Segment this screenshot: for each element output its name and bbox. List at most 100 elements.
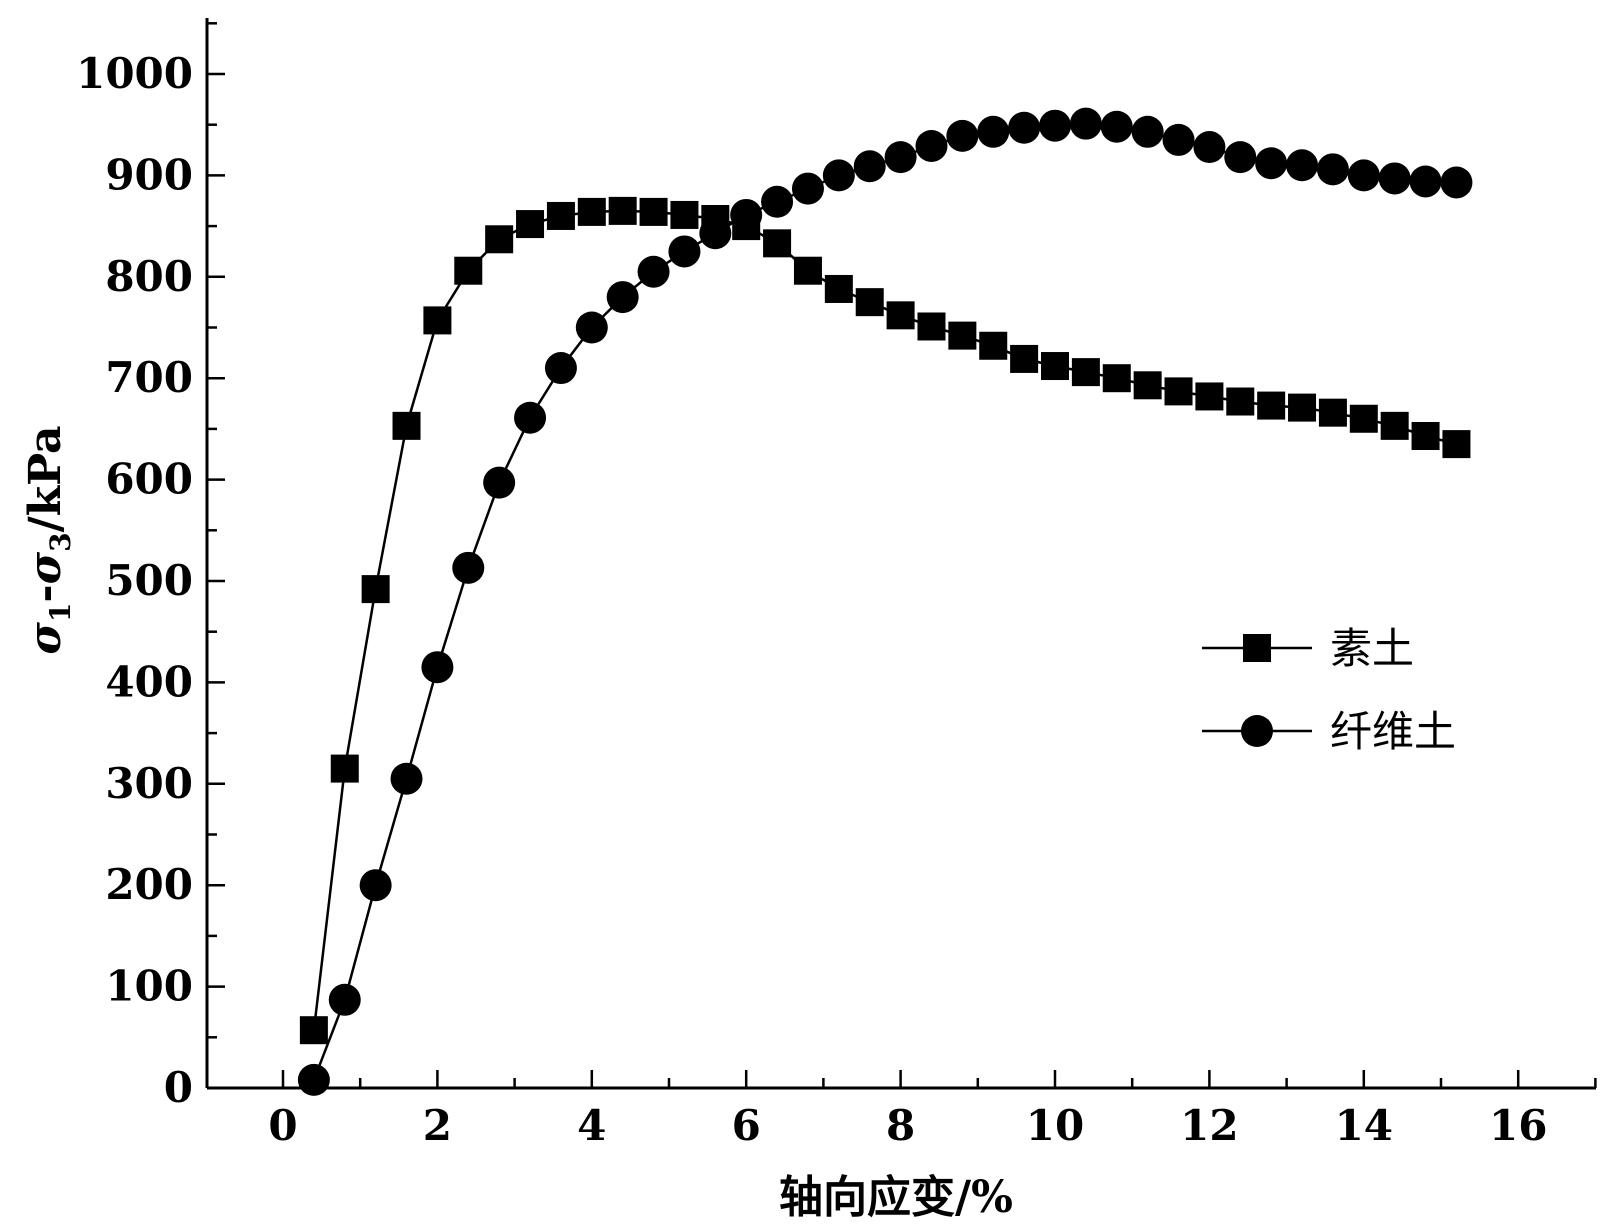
y-title-sub1: 1 <box>44 603 77 622</box>
data-point-square <box>608 196 637 225</box>
series-1 <box>297 107 1473 1096</box>
series-layer <box>297 107 1473 1096</box>
data-point-circle <box>1008 111 1041 144</box>
y-tick-label: 800 <box>105 252 193 301</box>
data-point-circle <box>1378 162 1411 195</box>
y-title-sigma3: σ <box>20 551 71 584</box>
y-tick-label: 1000 <box>76 49 193 98</box>
data-point-square <box>485 225 514 254</box>
data-point-square <box>886 301 915 330</box>
data-point-circle <box>359 869 392 902</box>
data-point-square <box>855 288 884 317</box>
data-point-square <box>361 575 390 604</box>
data-point-square <box>546 201 575 230</box>
data-point-circle <box>853 150 886 183</box>
y-title-unit: /kPa <box>20 425 71 532</box>
data-point-circle <box>637 255 670 288</box>
x-tick-label: 8 <box>886 1101 915 1150</box>
data-point-square <box>1133 371 1162 400</box>
data-point-circle <box>483 466 516 499</box>
y-tick-label: 900 <box>105 150 193 199</box>
data-point-square <box>793 256 822 285</box>
series-line-1 <box>312 122 1457 1081</box>
data-point-square <box>1164 377 1193 406</box>
data-point-square <box>1349 404 1378 433</box>
data-point-square <box>330 754 359 783</box>
series-0 <box>299 196 1471 1045</box>
data-point-circle <box>1347 159 1380 192</box>
data-point-square <box>979 331 1008 360</box>
y-tick-label: 300 <box>105 759 193 808</box>
data-point-circle <box>1162 123 1195 156</box>
legend-item-plain-soil: 素土 <box>1202 624 1414 673</box>
y-tick-label: 400 <box>105 657 193 706</box>
data-point-circle <box>297 1063 330 1096</box>
data-point-circle <box>730 198 763 231</box>
data-point-circle <box>1409 165 1442 198</box>
data-point-square <box>577 197 606 226</box>
svg-text:σ1-σ3/kPa: σ1-σ3/kPa <box>20 425 77 654</box>
data-point-circle <box>421 651 454 684</box>
data-point-square <box>1318 398 1347 427</box>
x-tick-label: 0 <box>268 1101 297 1150</box>
data-point-circle <box>1316 153 1349 186</box>
data-point-circle <box>977 115 1010 148</box>
y-title-dash: - <box>20 584 71 602</box>
data-point-circle <box>884 141 917 174</box>
data-point-circle <box>946 119 979 152</box>
legend-marker-square <box>1243 634 1271 662</box>
data-point-square <box>917 312 946 341</box>
y-title-sigma1: σ <box>20 622 71 655</box>
data-point-square <box>1102 364 1131 393</box>
data-point-circle <box>1440 166 1473 199</box>
x-tick-label: 2 <box>423 1101 452 1150</box>
data-point-circle <box>1193 131 1226 164</box>
data-point-circle <box>1224 141 1257 174</box>
x-axis-title: 轴向应变/% <box>779 1172 1013 1223</box>
data-point-square <box>1442 430 1471 459</box>
x-tick-label: 16 <box>1489 1101 1547 1150</box>
x-tick-label: 6 <box>732 1101 761 1150</box>
series-line-0 <box>312 209 1457 1031</box>
x-tick-label: 4 <box>577 1101 606 1150</box>
y-tick-label: 600 <box>105 455 193 504</box>
data-point-circle <box>1131 115 1164 148</box>
y-tick-label: 100 <box>105 962 193 1011</box>
data-point-circle <box>606 281 639 314</box>
data-point-circle <box>544 352 577 385</box>
y-axis-title: σ1-σ3/kPa <box>20 425 77 654</box>
data-point-circle <box>390 762 423 795</box>
data-point-circle <box>1100 110 1133 143</box>
data-point-circle <box>452 551 485 584</box>
data-point-square <box>1288 393 1317 422</box>
data-point-circle <box>822 159 855 192</box>
data-point-square <box>454 256 483 285</box>
legend-item-fiber-soil: 纤维土 <box>1202 707 1456 756</box>
data-point-circle <box>1039 109 1071 142</box>
data-point-square <box>948 321 977 350</box>
ticks: 0 2 4 6 8 10 12 14 16 0 100 200 300 400 500 600 700 800 90… <box>76 22 1597 1150</box>
legend-label-fiber-soil: 纤维土 <box>1330 707 1456 756</box>
data-point-square <box>1041 352 1069 381</box>
data-point-circle <box>514 401 547 434</box>
legend-label-plain-soil: 素土 <box>1330 624 1414 673</box>
data-point-square <box>1071 358 1100 387</box>
x-tick-label: 14 <box>1335 1101 1393 1150</box>
data-point-square <box>824 274 853 303</box>
data-point-circle <box>1286 149 1319 182</box>
data-point-circle <box>699 217 732 250</box>
y-tick-label: 500 <box>105 556 193 605</box>
x-tick-label: 10 <box>1026 1101 1084 1150</box>
data-point-circle <box>328 983 361 1016</box>
legend: 素土 纤维土 <box>1202 624 1456 756</box>
data-point-square <box>1010 344 1039 373</box>
y-tick-label: 200 <box>105 860 193 909</box>
y-title-sub3: 3 <box>44 532 77 551</box>
data-point-circle <box>1255 147 1288 180</box>
legend-marker-circle <box>1241 715 1273 747</box>
data-point-square <box>639 197 668 226</box>
data-point-square <box>392 411 421 440</box>
data-point-square <box>1257 391 1286 420</box>
data-point-circle <box>761 185 794 218</box>
